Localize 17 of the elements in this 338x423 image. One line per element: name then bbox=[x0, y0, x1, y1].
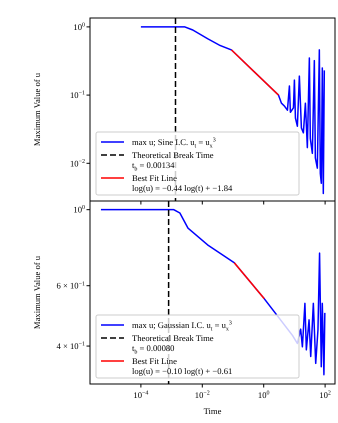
y-tick-label: 10$^{0}$ bbox=[73, 22, 85, 32]
x-tick-label: 10$^{−4}$ bbox=[133, 390, 148, 400]
y-axis-title: Maximum Value of u bbox=[32, 255, 42, 330]
y-axis-title: Maximum Value of u bbox=[32, 72, 42, 146]
y-tick-label: 10$^{0}$ bbox=[73, 204, 85, 215]
y-tick-label: 10$^{−1}$ bbox=[70, 90, 85, 100]
ref-line-label: Theoretical Break Time t$_{b}$ = 0.00080 bbox=[132, 333, 214, 356]
legend-label: Best Fit Line log(u) = −0.10 log(t) + −0.61 bbox=[132, 356, 232, 376]
x-tick-label: 10$^{−2}$ bbox=[194, 390, 210, 400]
x-axis-title: Time bbox=[204, 406, 222, 416]
ref-line-label: Theoretical Break Time t$_{b}$ = 0.00134 bbox=[132, 150, 214, 173]
y-tick-label: 4 × 10$^{−1}$ bbox=[56, 341, 85, 352]
x-tick-label: 10$^{2}$ bbox=[319, 390, 331, 400]
legend-label: Best Fit Line log(u) = −0.44 log(t) + −1.84 bbox=[132, 173, 234, 193]
x-tick-label: 10$^{0}$ bbox=[258, 390, 270, 400]
y-tick-label: 10$^{−2}$ bbox=[70, 158, 85, 168]
y-tick-label: 6 × 10$^{−1}$ bbox=[56, 280, 85, 291]
